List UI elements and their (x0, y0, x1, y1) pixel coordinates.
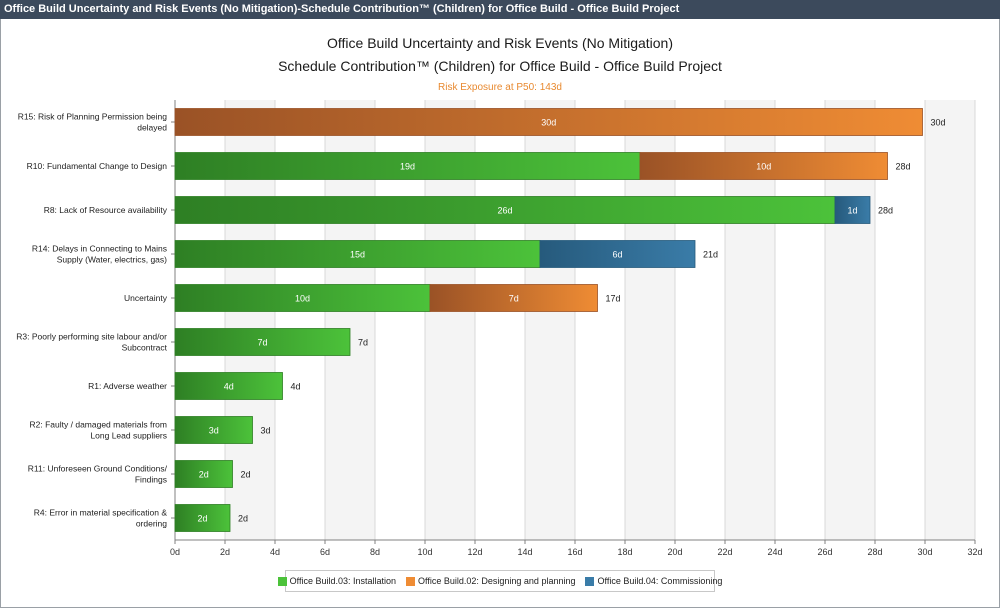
x-tick-label: 20d (667, 547, 682, 557)
category-label-line: Uncertainty (124, 293, 168, 303)
legend-label: Office Build.04: Commissioning (597, 576, 723, 586)
bar-total-label: 28d (896, 162, 911, 172)
x-tick-label: 16d (567, 547, 582, 557)
chart-legend: Office Build.03: Installation Office Buil… (277, 570, 722, 592)
bar-segment (174, 504, 231, 532)
bar-total-label: 4d (291, 382, 301, 392)
legend-label: Office Build.02: Designing and planning (418, 576, 576, 586)
category-label-line: R2: Faulty / damaged materials from (30, 420, 167, 430)
bar-value-label: 30d (541, 118, 556, 128)
bar-value-label: 26d (497, 206, 512, 216)
bar-segment (174, 372, 283, 400)
legend-item: Office Build.02: Designing and planning (406, 576, 575, 586)
bar-segment (174, 152, 641, 180)
bar-value-label: 3d (209, 426, 219, 436)
bar-total-label: 2d (238, 514, 248, 524)
x-tick-label: 10d (417, 547, 432, 557)
bar-segment (174, 284, 431, 312)
bar-segment (174, 416, 253, 444)
category-label-line: R1: Adverse weather (88, 381, 167, 391)
x-tick-label: 30d (917, 547, 932, 557)
bar-value-label: 15d (350, 250, 365, 260)
category-label-line: Supply (Water, electrics, gas) (57, 255, 167, 265)
bar-segment (174, 240, 541, 268)
category-label: R2: Faulty / damaged materials from Long … (30, 420, 167, 441)
category-label-line: delayed (137, 123, 167, 133)
bar-value-label: 6d (612, 250, 622, 260)
category-label: R15: Risk of Planning Permission being de… (18, 112, 168, 133)
bar-value-label: 7d (509, 294, 519, 304)
bar-segment (174, 328, 351, 356)
x-tick-label: 8d (370, 547, 380, 557)
category-label: R4: Error in material specification & ord… (34, 508, 168, 529)
bar-segment (174, 196, 836, 224)
category-label: Uncertainty (124, 293, 168, 303)
legend-swatch (277, 576, 287, 586)
bar-segment (834, 196, 871, 224)
category-label: R14: Delays in Connecting to Mains Supply… (32, 244, 167, 265)
bar-segment (639, 152, 888, 180)
x-tick-label: 6d (320, 547, 330, 557)
bar-total-label: 21d (703, 250, 718, 260)
legend-label: Office Build.03: Installation (289, 576, 397, 586)
category-label: R10: Fundamental Change to Design (27, 161, 168, 171)
chart-title: Office Build Uncertainty and Risk Events… (327, 35, 673, 51)
category-label-line: R11: Unforeseen Ground Conditions/ (28, 464, 168, 474)
bar-value-label: 7d (257, 338, 267, 348)
bar-total-label: 30d (931, 118, 946, 128)
legend-swatch (406, 576, 416, 586)
bar-value-label: 1d (847, 206, 857, 216)
x-tick-label: 28d (867, 547, 882, 557)
bar-value-label: 4d (224, 382, 234, 392)
bar-value-label: 19d (400, 162, 415, 172)
category-label-line: ordering (136, 519, 167, 529)
bar-total-label: 2d (241, 470, 251, 480)
x-tick-label: 24d (767, 547, 782, 557)
legend-item: Office Build.04: Commissioning (585, 576, 722, 586)
x-tick-label: 32d (967, 547, 982, 557)
risk-exposure-annotation: Risk Exposure at P50: 143d (438, 82, 562, 93)
category-label-line: Findings (135, 475, 167, 485)
category-label-line: R14: Delays in Connecting to Mains (32, 244, 167, 254)
bar-value-label: 2d (197, 514, 207, 524)
x-tick-label: 22d (717, 547, 732, 557)
x-tick-label: 4d (270, 547, 280, 557)
x-tick-label: 26d (817, 547, 832, 557)
category-label-line: R4: Error in material specification & (34, 508, 168, 518)
category-label-line: R15: Risk of Planning Permission being (18, 112, 168, 122)
chart-subtitle: Schedule Contribution™ (Children) for Of… (278, 58, 722, 74)
category-label: R1: Adverse weather (88, 381, 167, 391)
bar-value-label: 10d (756, 162, 771, 172)
bar-value-label: 10d (295, 294, 310, 304)
grid-band (925, 100, 975, 540)
category-label-line: Subcontract (122, 343, 168, 353)
bar-total-label: 28d (878, 206, 893, 216)
x-tick-label: 12d (467, 547, 482, 557)
bar-total-label: 17d (606, 294, 621, 304)
category-label: R8: Lack of Resource availability (44, 205, 168, 215)
bar-segment (174, 108, 923, 136)
bar-total-label: 7d (358, 338, 368, 348)
bar-value-label: 2d (199, 470, 209, 480)
legend-item: Office Build.03: Installation (277, 576, 397, 586)
bar-segment (539, 240, 696, 268)
bar-total-label: 3d (261, 426, 271, 436)
legend-swatch (585, 576, 595, 586)
bar-segment (174, 460, 233, 488)
x-tick-label: 0d (170, 547, 180, 557)
x-tick-label: 2d (220, 547, 230, 557)
category-label-line: Long Lead suppliers (90, 431, 167, 441)
category-label-line: R3: Poorly performing site labour and/or (16, 332, 167, 342)
category-label: R11: Unforeseen Ground Conditions/Findin… (28, 464, 168, 485)
category-label-line: R8: Lack of Resource availability (44, 205, 168, 215)
x-tick-label: 14d (517, 547, 532, 557)
bar-segment (429, 284, 598, 312)
category-label-line: R10: Fundamental Change to Design (27, 161, 168, 171)
window-title-bar: Office Build Uncertainty and Risk Events… (0, 0, 1000, 19)
x-tick-label: 18d (617, 547, 632, 557)
category-label: R3: Poorly performing site labour and/or… (16, 332, 167, 353)
